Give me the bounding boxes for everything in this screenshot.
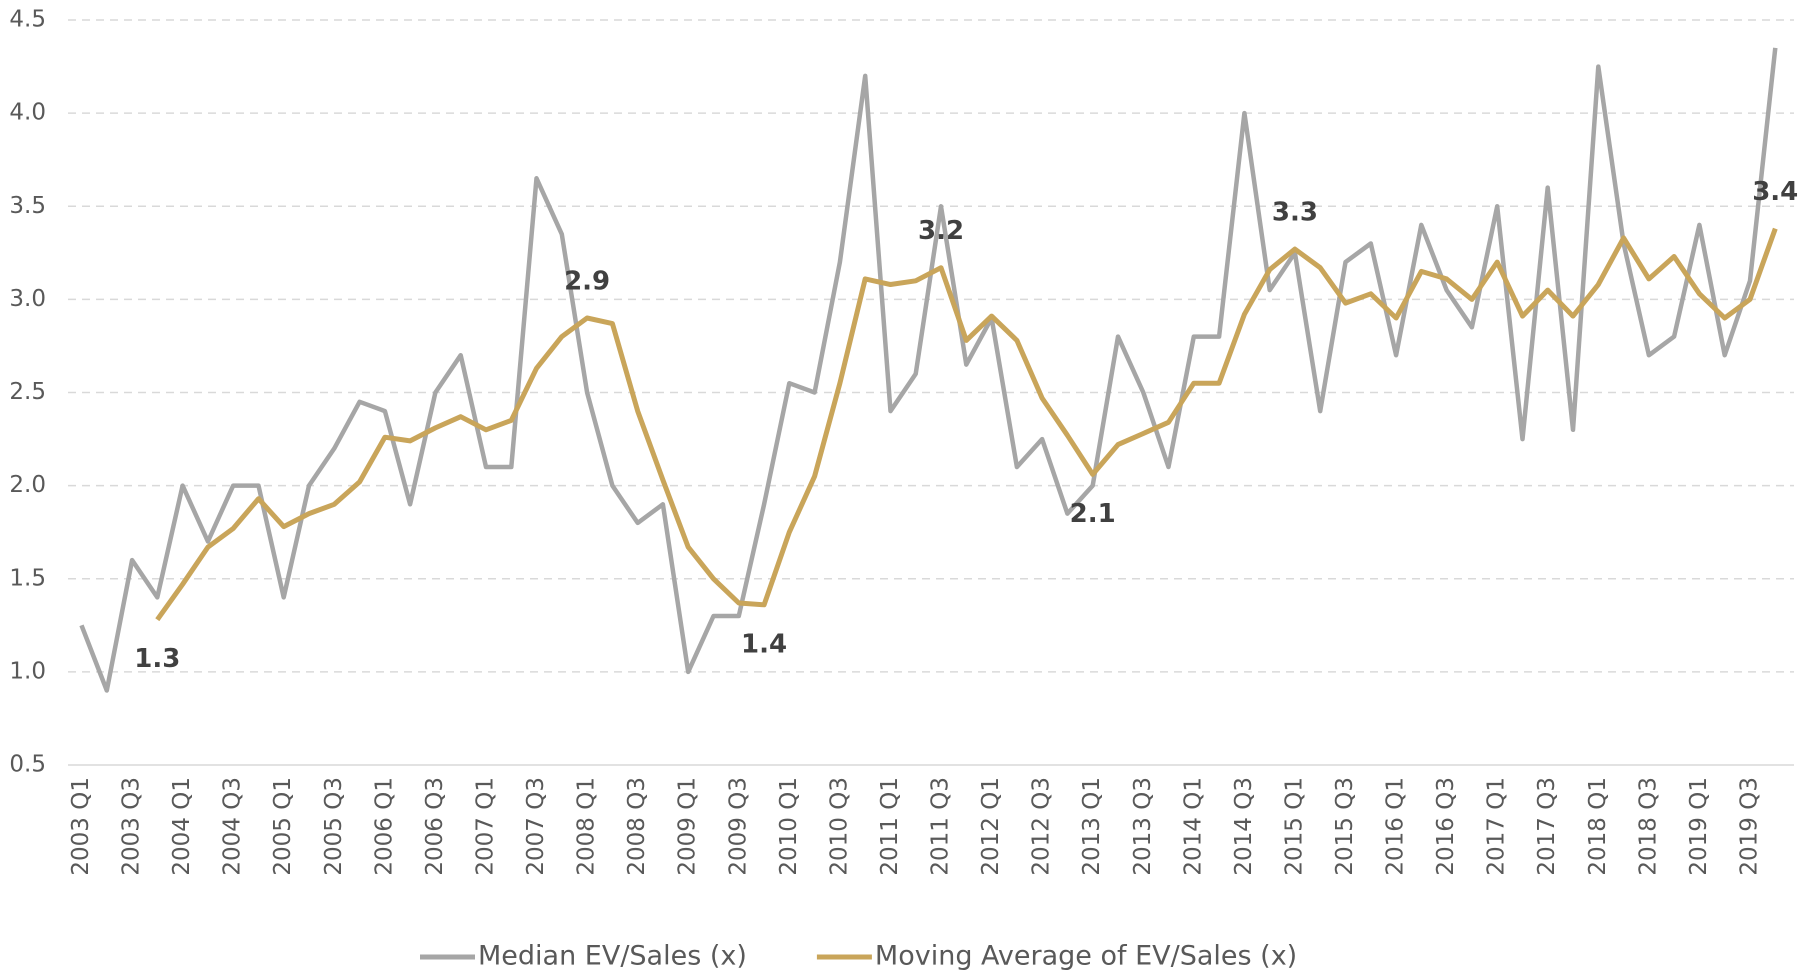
series-line — [155, 227, 1778, 622]
x-tick-label: 2003 Q1 — [68, 777, 94, 876]
x-tick-label: 2010 Q1 — [776, 777, 802, 876]
y-tick-label: 4.5 — [9, 7, 46, 33]
x-tick-label: 2018 Q3 — [1635, 777, 1661, 876]
data-label: 3.3 — [1272, 198, 1318, 228]
x-tick-label: 2016 Q3 — [1433, 777, 1459, 876]
y-tick-label: 3.0 — [9, 286, 46, 312]
x-tick-label: 2006 Q1 — [371, 777, 397, 876]
x-tick-label: 2012 Q1 — [978, 777, 1004, 876]
y-tick-label: 0.5 — [9, 752, 46, 778]
data-label: 2.1 — [1070, 499, 1116, 529]
x-tick-label: 2009 Q3 — [725, 777, 751, 876]
x-tick-label: 2017 Q1 — [1484, 777, 1510, 876]
x-tick-label: 2009 Q1 — [675, 777, 701, 876]
y-tick-label: 3.5 — [9, 193, 46, 219]
data-label: 1.3 — [134, 644, 180, 674]
x-tick-label: 2017 Q3 — [1534, 777, 1560, 876]
data-label: 3.2 — [918, 216, 964, 246]
x-tick-label: 2006 Q3 — [422, 777, 448, 876]
x-tick-label: 2004 Q3 — [220, 777, 246, 876]
y-tick-label: 2.5 — [9, 379, 46, 405]
x-tick-label: 2018 Q1 — [1585, 777, 1611, 876]
data-label: 3.4 — [1752, 177, 1798, 207]
y-tick-label: 1.5 — [9, 565, 46, 591]
y-tick-label: 1.0 — [9, 658, 46, 684]
x-tick-label: 2016 Q1 — [1383, 777, 1409, 876]
x-tick-label: 2011 Q1 — [877, 777, 903, 876]
x-tick-label: 2014 Q1 — [1180, 777, 1206, 876]
x-tick-label: 2015 Q3 — [1332, 777, 1358, 876]
x-tick-label: 2019 Q3 — [1736, 777, 1762, 876]
x-tick-label: 2011 Q3 — [928, 777, 954, 876]
x-tick-label: 2014 Q3 — [1231, 777, 1257, 876]
x-tick-label: 2012 Q3 — [1029, 777, 1055, 876]
x-tick-label: 2008 Q3 — [624, 777, 650, 876]
x-tick-label: 2010 Q3 — [826, 777, 852, 876]
series-line — [79, 47, 1778, 693]
legend-label: Moving Average of EV/Sales (x) — [875, 941, 1297, 972]
data-label: 1.4 — [741, 629, 787, 659]
x-tick-label: 2015 Q1 — [1281, 777, 1307, 876]
x-tick-label: 2013 Q1 — [1079, 777, 1105, 876]
x-tick-label: 2005 Q1 — [270, 777, 296, 876]
data-label: 2.9 — [564, 267, 610, 297]
x-tick-label: 2007 Q1 — [472, 777, 498, 876]
y-tick-label: 4.0 — [9, 100, 46, 126]
x-tick-label: 2019 Q1 — [1686, 777, 1712, 876]
x-tick-label: 2003 Q3 — [119, 777, 145, 876]
y-tick-label: 2.0 — [9, 472, 46, 498]
x-tick-label: 2004 Q1 — [169, 777, 195, 876]
x-tick-label: 2008 Q1 — [574, 777, 600, 876]
legend-label: Median EV/Sales (x) — [478, 941, 747, 972]
x-tick-label: 2005 Q3 — [321, 777, 347, 876]
x-tick-label: 2013 Q3 — [1130, 777, 1156, 876]
x-tick-label: 2007 Q3 — [523, 777, 549, 876]
